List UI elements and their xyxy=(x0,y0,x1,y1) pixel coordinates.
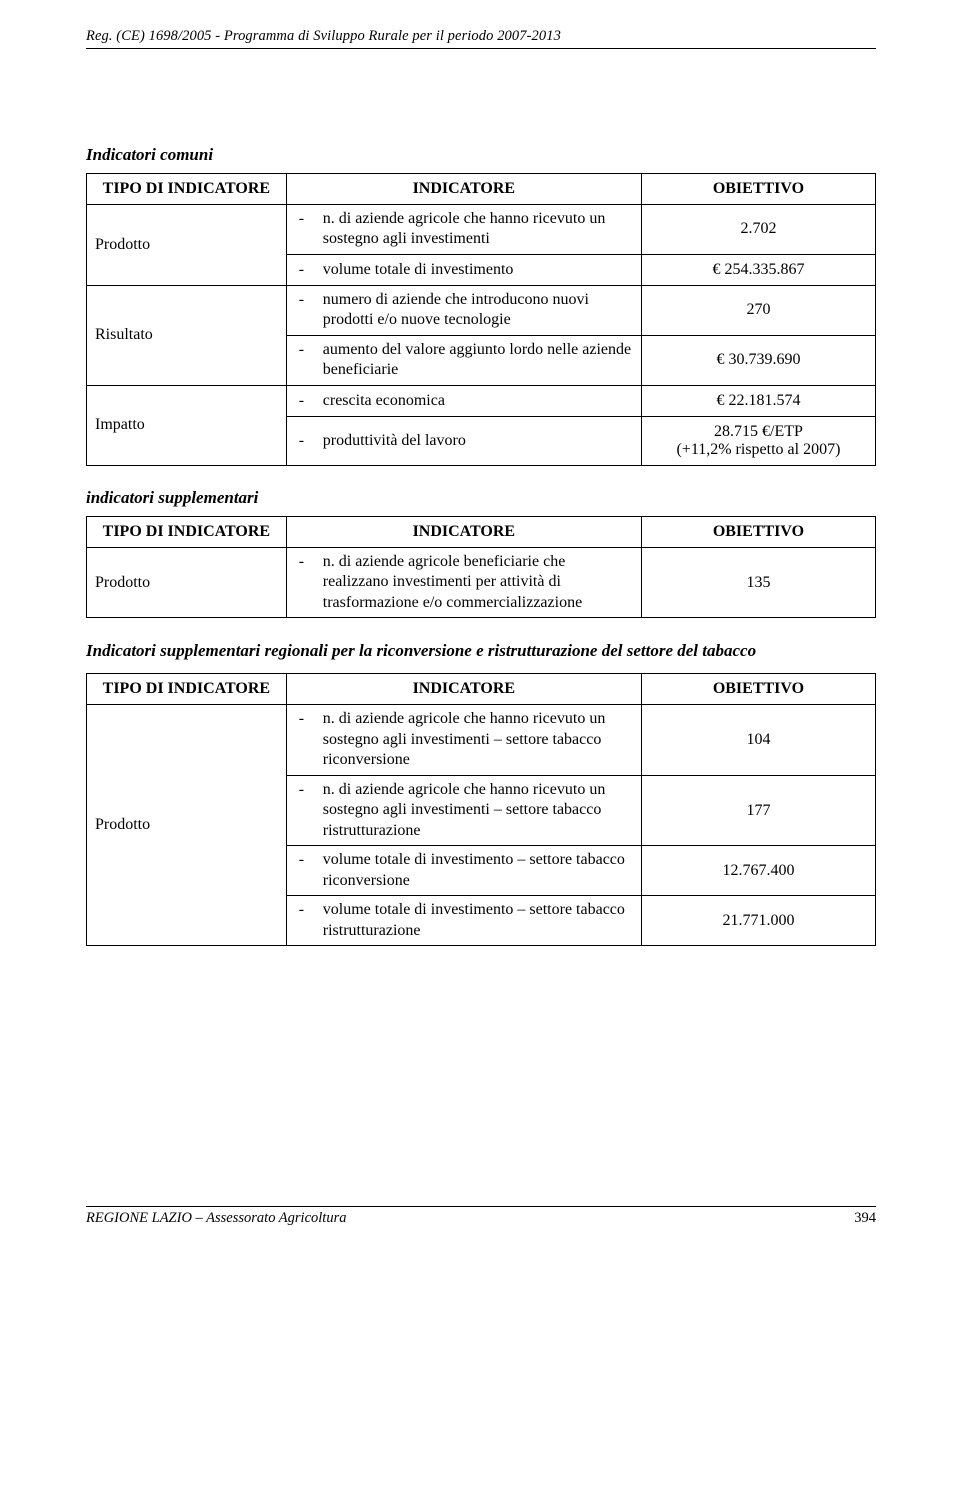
dash-icon: - xyxy=(295,850,323,870)
col-header-indicatore: INDICATORE xyxy=(286,516,641,547)
indicatore-cell: - n. di aziende agricole beneficiarie ch… xyxy=(286,547,641,617)
indicatore-cell: - n. di aziende agricole che hanno ricev… xyxy=(286,775,641,845)
indicatore-text: volume totale di investimento – settore … xyxy=(323,850,635,891)
indicatore-cell: - volume totale di investimento – settor… xyxy=(286,846,641,896)
indicatore-cell: - volume totale di investimento – settor… xyxy=(286,896,641,946)
dash-icon: - xyxy=(295,552,323,572)
indicatore-cell: - n. di aziende agricole che hanno ricev… xyxy=(286,205,641,255)
indicatore-cell: - n. di aziende agricole che hanno ricev… xyxy=(286,705,641,775)
obiettivo-cell: 21.771.000 xyxy=(641,896,875,946)
dash-icon: - xyxy=(295,391,323,411)
indicatore-cell: - numero di aziende che introducono nuov… xyxy=(286,285,641,335)
indicatore-text: aumento del valore aggiunto lordo nelle … xyxy=(323,340,635,381)
col-header-obiettivo: OBIETTIVO xyxy=(641,174,875,205)
dash-icon: - xyxy=(295,900,323,920)
obiettivo-cell: 135 xyxy=(641,547,875,617)
dash-icon: - xyxy=(295,709,323,729)
obiettivo-cell: € 254.335.867 xyxy=(641,254,875,285)
dash-icon: - xyxy=(295,780,323,800)
table-comuni: TIPO DI INDICATORE INDICATORE OBIETTIVO … xyxy=(86,173,876,466)
dash-icon: - xyxy=(295,431,323,451)
footer-left-text: REGIONE LAZIO – Assessorato Agricoltura xyxy=(86,1210,346,1227)
indicatore-text: volume totale di investimento xyxy=(323,260,635,280)
tipo-label-impatto: Impatto xyxy=(87,385,287,465)
col-header-tipo: TIPO DI INDICATORE xyxy=(87,174,287,205)
dash-icon: - xyxy=(295,340,323,360)
footer-rule xyxy=(86,1206,876,1207)
indicatore-text: n. di aziende agricole che hanno ricevut… xyxy=(323,209,635,250)
col-header-tipo: TIPO DI INDICATORE xyxy=(87,674,287,705)
col-header-indicatore: INDICATORE xyxy=(286,174,641,205)
indicatore-text: produttività del lavoro xyxy=(323,431,635,451)
table-header-row: TIPO DI INDICATORE INDICATORE OBIETTIVO xyxy=(87,516,876,547)
table-row: Prodotto - n. di aziende agricole che ha… xyxy=(87,205,876,255)
col-header-obiettivo: OBIETTIVO xyxy=(641,674,875,705)
obiettivo-cell: € 22.181.574 xyxy=(641,385,875,416)
obiettivo-cell: 12.767.400 xyxy=(641,846,875,896)
indicatore-cell: - aumento del valore aggiunto lordo nell… xyxy=(286,335,641,385)
tipo-label-prodotto: Prodotto xyxy=(87,705,287,946)
dash-icon: - xyxy=(295,260,323,280)
col-header-tipo: TIPO DI INDICATORE xyxy=(87,516,287,547)
obiettivo-cell: 177 xyxy=(641,775,875,845)
indicatore-cell: - produttività del lavoro xyxy=(286,416,641,465)
tipo-label-prodotto: Prodotto xyxy=(87,205,287,286)
page-container: Reg. (CE) 1698/2005 - Programma di Svilu… xyxy=(0,0,960,1267)
col-header-obiettivo: OBIETTIVO xyxy=(641,516,875,547)
table-row: Impatto - crescita economica € 22.181.57… xyxy=(87,385,876,416)
indicatore-text: n. di aziende agricole beneficiarie che … xyxy=(323,552,635,613)
dash-icon: - xyxy=(295,209,323,229)
indicatore-text: crescita economica xyxy=(323,391,635,411)
indicatore-text: numero di aziende che introducono nuovi … xyxy=(323,290,635,331)
table-row: Prodotto - n. di aziende agricole benefi… xyxy=(87,547,876,617)
indicatore-text: n. di aziende agricole che hanno ricevut… xyxy=(323,709,635,770)
obiettivo-cell: 28.715 €/ETP (+11,2% rispetto al 2007) xyxy=(641,416,875,465)
indicatore-text: volume totale di investimento – settore … xyxy=(323,900,635,941)
section-title-comuni: Indicatori comuni xyxy=(86,145,876,165)
tipo-label-risultato: Risultato xyxy=(87,285,287,385)
table-header-row: TIPO DI INDICATORE INDICATORE OBIETTIVO xyxy=(87,674,876,705)
table-row: Risultato - numero di aziende che introd… xyxy=(87,285,876,335)
indicatore-text: n. di aziende agricole che hanno ricevut… xyxy=(323,780,635,841)
col-header-indicatore: INDICATORE xyxy=(286,674,641,705)
dash-icon: - xyxy=(295,290,323,310)
obiettivo-cell: 104 xyxy=(641,705,875,775)
obiettivo-cell: 270 xyxy=(641,285,875,335)
table-regionali: TIPO DI INDICATORE INDICATORE OBIETTIVO … xyxy=(86,673,876,946)
obiettivo-cell: € 30.739.690 xyxy=(641,335,875,385)
tipo-label-prodotto: Prodotto xyxy=(87,547,287,617)
table-header-row: TIPO DI INDICATORE INDICATORE OBIETTIVO xyxy=(87,174,876,205)
table-row: Prodotto - n. di aziende agricole che ha… xyxy=(87,705,876,775)
obiettivo-cell: 2.702 xyxy=(641,205,875,255)
page-header-text: Reg. (CE) 1698/2005 - Programma di Svilu… xyxy=(86,28,876,45)
page-number: 394 xyxy=(854,1210,876,1227)
table-supplementari: TIPO DI INDICATORE INDICATORE OBIETTIVO … xyxy=(86,516,876,618)
indicatore-cell: - volume totale di investimento xyxy=(286,254,641,285)
indicatore-cell: - crescita economica xyxy=(286,385,641,416)
section-title-regionali: Indicatori supplementari regionali per l… xyxy=(86,640,876,661)
section-title-supplementari: indicatori supplementari xyxy=(86,488,876,508)
page-footer: REGIONE LAZIO – Assessorato Agricoltura … xyxy=(86,1206,876,1227)
